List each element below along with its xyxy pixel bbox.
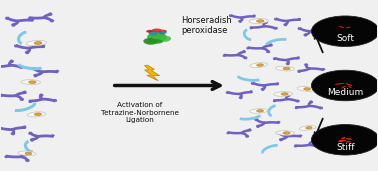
Ellipse shape bbox=[345, 141, 351, 142]
Ellipse shape bbox=[250, 63, 268, 68]
Ellipse shape bbox=[250, 109, 268, 113]
Ellipse shape bbox=[335, 83, 345, 84]
Ellipse shape bbox=[283, 67, 290, 70]
Ellipse shape bbox=[281, 93, 288, 95]
Ellipse shape bbox=[160, 36, 171, 42]
Ellipse shape bbox=[339, 140, 346, 142]
Ellipse shape bbox=[306, 127, 312, 129]
Circle shape bbox=[311, 16, 378, 47]
Ellipse shape bbox=[348, 86, 352, 88]
Ellipse shape bbox=[341, 137, 345, 139]
Ellipse shape bbox=[25, 152, 32, 155]
Ellipse shape bbox=[297, 87, 314, 91]
Ellipse shape bbox=[147, 32, 167, 42]
Ellipse shape bbox=[339, 26, 344, 28]
Ellipse shape bbox=[143, 38, 157, 45]
Text: Activation of
Tetrazine-Norbornene
Ligation: Activation of Tetrazine-Norbornene Ligat… bbox=[101, 102, 179, 123]
Ellipse shape bbox=[27, 112, 46, 117]
Ellipse shape bbox=[21, 80, 40, 84]
Ellipse shape bbox=[257, 20, 264, 22]
Text: Soft: Soft bbox=[336, 34, 354, 43]
Ellipse shape bbox=[346, 138, 352, 140]
Ellipse shape bbox=[152, 29, 162, 32]
Ellipse shape bbox=[249, 19, 268, 23]
Ellipse shape bbox=[257, 110, 263, 112]
Ellipse shape bbox=[274, 92, 293, 96]
Ellipse shape bbox=[161, 30, 167, 32]
Circle shape bbox=[311, 70, 378, 101]
Circle shape bbox=[311, 124, 378, 155]
Ellipse shape bbox=[146, 30, 153, 33]
Ellipse shape bbox=[29, 81, 36, 83]
Ellipse shape bbox=[18, 151, 36, 156]
Text: Horseradish
peroxidase: Horseradish peroxidase bbox=[181, 16, 232, 35]
Ellipse shape bbox=[26, 41, 47, 46]
Ellipse shape bbox=[345, 83, 353, 86]
Ellipse shape bbox=[147, 39, 163, 44]
Ellipse shape bbox=[341, 86, 345, 88]
Ellipse shape bbox=[338, 141, 343, 142]
Ellipse shape bbox=[34, 42, 42, 44]
Ellipse shape bbox=[158, 30, 167, 34]
Ellipse shape bbox=[34, 113, 42, 116]
Ellipse shape bbox=[299, 126, 316, 130]
Ellipse shape bbox=[283, 132, 290, 134]
Polygon shape bbox=[144, 65, 160, 81]
Ellipse shape bbox=[304, 88, 311, 90]
Text: Stiff: Stiff bbox=[336, 143, 355, 152]
Ellipse shape bbox=[346, 27, 350, 28]
Ellipse shape bbox=[276, 131, 294, 135]
Ellipse shape bbox=[149, 30, 158, 35]
Ellipse shape bbox=[276, 66, 294, 71]
Text: Medium: Medium bbox=[327, 88, 363, 97]
Ellipse shape bbox=[257, 64, 263, 66]
